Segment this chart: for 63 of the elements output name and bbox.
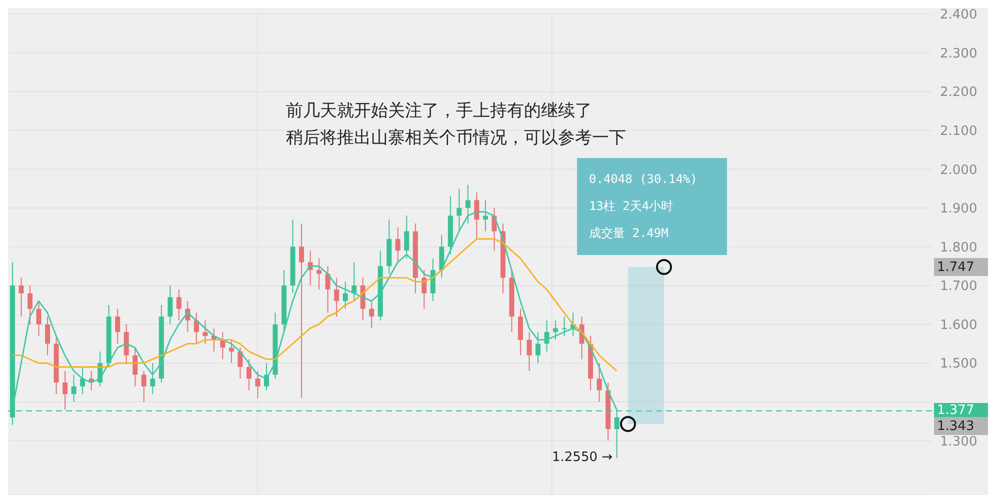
candlestick [255, 370, 260, 399]
candlestick [456, 188, 462, 232]
ref-line-label: 1.377 [934, 402, 988, 418]
candlestick [422, 270, 427, 310]
candlestick [202, 320, 208, 344]
y-tick-label: 2.300 [940, 46, 978, 62]
y-tick-label: 2.200 [940, 85, 978, 100]
candlestick [596, 362, 602, 402]
candlestick [132, 347, 138, 387]
candlestick [325, 266, 330, 314]
candlestick [316, 258, 322, 290]
y-tick-label: 2.100 [940, 124, 978, 139]
annotation: 稍后将推出山寨相关个币情况，可以参考一下 [286, 127, 626, 150]
candlestick [562, 316, 567, 336]
y-tick-label: 2.400 [940, 8, 978, 23]
y-tick-label: 1.300 [940, 434, 978, 450]
candlestick [45, 316, 50, 356]
candlestick [62, 370, 68, 410]
candlestick [526, 332, 532, 372]
candlestick [238, 347, 243, 380]
candlestick [150, 362, 156, 395]
text: 1.747 [934, 258, 988, 276]
candlestick [194, 312, 199, 344]
candlestick [553, 320, 558, 340]
candlestick [352, 262, 357, 302]
candlestick [176, 288, 182, 321]
candlestick [465, 184, 470, 224]
candlestick [80, 366, 86, 395]
y-tick-label: 1.600 [940, 318, 978, 333]
measure-info-box: 0.4048 (30.14%) 13柱 2天4小时 成交量 2.49M [577, 158, 727, 255]
annotation: 1.2550 → [552, 450, 613, 465]
y-tick-label: 1.700 [940, 279, 978, 294]
candlestick [334, 277, 340, 318]
annotation: 13柱 2天4小时 [589, 198, 674, 215]
candlestick [28, 285, 33, 325]
candlestick [474, 192, 480, 240]
candlestick [228, 339, 234, 364]
candlestick [430, 258, 436, 302]
candlestick [518, 308, 523, 356]
annotation: 0.4048 (30.14%) [589, 171, 698, 188]
candlestick [439, 234, 444, 278]
y-tick-label: 2.000 [940, 162, 978, 178]
candlestick [404, 215, 410, 259]
y-tick-label: 1.800 [940, 240, 978, 256]
annotation: 前几天就开始关注了，手上持有的继续了 [286, 100, 593, 123]
candlestick [482, 200, 488, 232]
text: 1.343 [934, 417, 988, 435]
annotation: 成交量 2.49M [589, 225, 670, 242]
y-tick-label: 1.500 [940, 356, 978, 372]
candlestick [536, 332, 540, 364]
y-tick-label: 1.900 [940, 202, 978, 217]
candlestick [124, 324, 129, 364]
candlestick [18, 277, 24, 318]
candlestick [36, 300, 42, 336]
candlestick [71, 374, 76, 402]
candlestick [299, 222, 304, 399]
candlestick [342, 281, 348, 310]
candlestick [168, 285, 173, 325]
candlestick [141, 370, 146, 402]
candlestick [369, 300, 374, 329]
candlestick [395, 226, 400, 263]
candlestick [246, 358, 252, 391]
candlestick [115, 308, 120, 344]
